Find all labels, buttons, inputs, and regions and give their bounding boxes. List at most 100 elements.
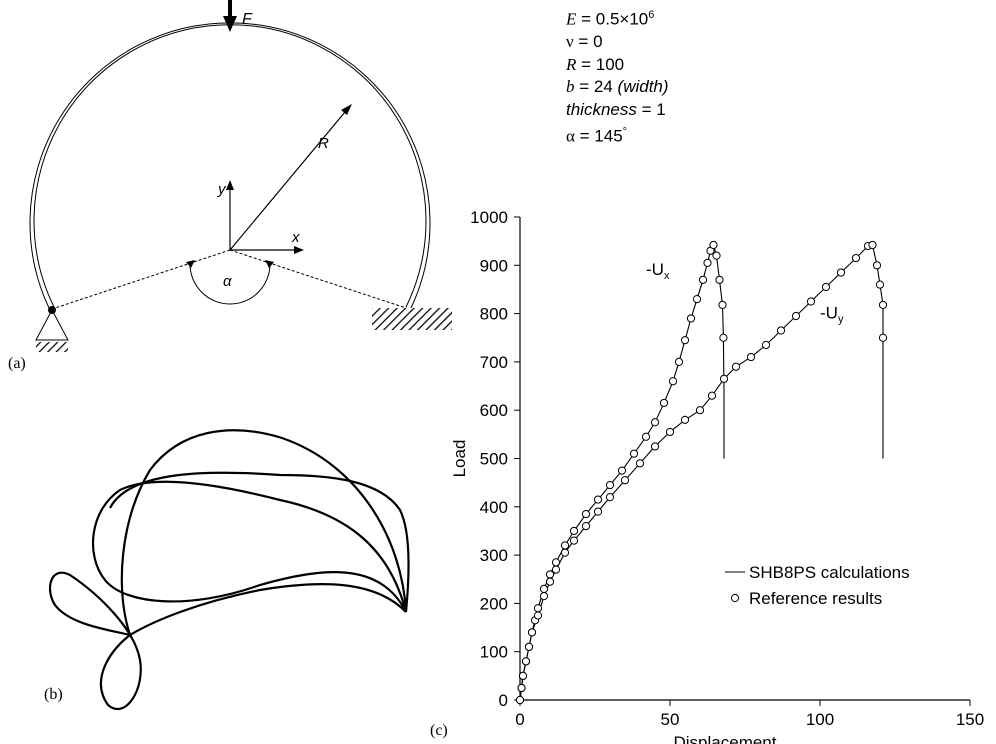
param-nu: ν = 0 bbox=[566, 32, 603, 52]
angle-label: α bbox=[223, 273, 232, 290]
x-tick-label: 50 bbox=[661, 710, 680, 729]
data-point bbox=[680, 415, 690, 424]
arch-schematic: F R y x α bbox=[29, 0, 452, 352]
data-point bbox=[533, 604, 543, 613]
data-point bbox=[851, 253, 861, 263]
x-axis-label: Displacement bbox=[674, 733, 777, 744]
data-point bbox=[560, 548, 570, 557]
data-point bbox=[680, 336, 690, 345]
data-point bbox=[686, 314, 696, 323]
y-tick-label: 300 bbox=[480, 546, 508, 565]
y-tick-label: 900 bbox=[480, 256, 508, 275]
data-point bbox=[665, 427, 675, 437]
data-point bbox=[659, 398, 669, 408]
data-point bbox=[836, 268, 846, 277]
data-point bbox=[719, 333, 728, 342]
data-point bbox=[527, 628, 537, 637]
arch-outer-line bbox=[29, 22, 431, 311]
parameters-block: E = 0.5×106 ν = 0 R = 100 b = 24 (width)… bbox=[566, 4, 669, 148]
data-point bbox=[581, 509, 591, 519]
data-point bbox=[806, 297, 816, 306]
data-point bbox=[620, 476, 630, 485]
legend-entry-reference: Reference results bbox=[749, 589, 882, 608]
data-point bbox=[695, 406, 705, 415]
param-b: b = 24 (width) bbox=[566, 77, 669, 97]
force-arrow-icon bbox=[223, 16, 237, 32]
force-label: F bbox=[242, 11, 253, 28]
param-r: R = 100 bbox=[566, 54, 625, 74]
data-point bbox=[715, 275, 724, 284]
data-point bbox=[560, 541, 570, 550]
param-thickness: thickness = 1 bbox=[566, 99, 666, 119]
pin-ground-hatch bbox=[36, 342, 68, 352]
data-point bbox=[545, 577, 555, 586]
data-point bbox=[515, 695, 525, 705]
curve-label-uy: -Uy bbox=[820, 303, 844, 325]
arch-inner-line bbox=[33, 24, 427, 308]
y-tick-label: 500 bbox=[480, 450, 508, 469]
data-point bbox=[569, 526, 579, 536]
y-tick-label: 1000 bbox=[470, 208, 508, 227]
data-point bbox=[605, 480, 615, 490]
data-point bbox=[617, 466, 627, 475]
data-point bbox=[719, 374, 729, 383]
data-point bbox=[518, 671, 528, 680]
data-point bbox=[569, 536, 579, 545]
panel-label-c: (c) bbox=[430, 722, 448, 739]
param-alpha: α = 145° bbox=[566, 126, 628, 146]
x-tick-label: 0 bbox=[515, 710, 524, 729]
y-tick-label: 0 bbox=[499, 691, 508, 710]
data-point bbox=[746, 352, 756, 362]
y-tick-label: 200 bbox=[480, 594, 508, 613]
data-point bbox=[517, 683, 526, 693]
radius-label: R bbox=[318, 135, 329, 152]
x-axis-label: x bbox=[291, 229, 300, 246]
data-point bbox=[872, 261, 882, 270]
data-point bbox=[605, 493, 615, 502]
data-point bbox=[521, 657, 531, 666]
y-axis-label: Load bbox=[450, 440, 469, 478]
y-tick-label: 800 bbox=[480, 305, 508, 324]
data-point bbox=[581, 522, 591, 531]
data-point bbox=[533, 611, 543, 620]
data-point bbox=[593, 495, 603, 504]
panel-label-b: (b) bbox=[44, 686, 63, 703]
data-point bbox=[545, 570, 555, 579]
legend-entry-calculations: SHB8PS calculations bbox=[749, 563, 910, 582]
data-point bbox=[878, 333, 888, 342]
data-point bbox=[791, 311, 801, 321]
y-axis-label: y bbox=[217, 181, 227, 198]
data-point bbox=[776, 326, 786, 335]
data-point bbox=[635, 459, 645, 468]
data-point bbox=[539, 592, 549, 601]
legend-marker-swatch bbox=[730, 593, 740, 603]
data-point bbox=[875, 280, 885, 289]
data-point bbox=[539, 584, 549, 594]
data-point bbox=[868, 240, 877, 250]
data-point bbox=[650, 442, 660, 451]
deformed-shape bbox=[48, 429, 410, 711]
data-point bbox=[761, 340, 771, 350]
data-point bbox=[674, 357, 684, 366]
data-point bbox=[731, 362, 741, 371]
data-point bbox=[878, 300, 888, 310]
data-point bbox=[718, 300, 727, 310]
x-tick-label: 150 bbox=[956, 710, 984, 729]
y-tick-label: 600 bbox=[480, 401, 508, 420]
data-point bbox=[650, 418, 660, 427]
data-point bbox=[593, 507, 603, 516]
data-point bbox=[703, 258, 712, 267]
data-point bbox=[707, 391, 717, 400]
y-tick-label: 100 bbox=[480, 643, 508, 662]
angle-arc bbox=[189, 263, 271, 305]
fixed-support-hatch bbox=[372, 308, 452, 330]
data-point bbox=[629, 449, 639, 458]
data-point bbox=[524, 642, 534, 651]
y-tick-label: 700 bbox=[480, 353, 508, 372]
data-point bbox=[641, 432, 651, 441]
y-tick-label: 400 bbox=[480, 498, 508, 517]
load-displacement-chart: 0 100 200 300 400 500 600 700 800 900 1000 0 50 100 15… bbox=[450, 208, 984, 744]
panel-label-a: (a) bbox=[8, 355, 26, 372]
data-point bbox=[551, 558, 561, 567]
data-point bbox=[821, 282, 831, 292]
